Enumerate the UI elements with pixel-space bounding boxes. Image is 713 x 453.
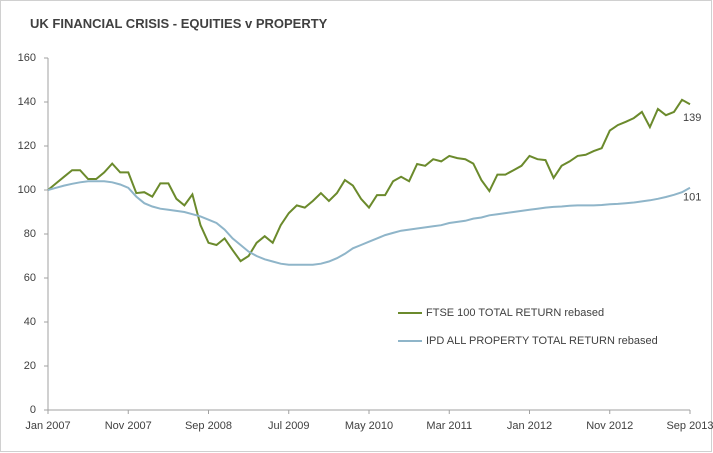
y-tick-label: 140 [18, 96, 36, 108]
x-tick-label: May 2010 [345, 420, 393, 432]
series-line [47, 180, 691, 266]
y-tick-label: 40 [24, 316, 36, 328]
end-label: 101 [683, 192, 701, 204]
x-tick-label: Mar 2011 [426, 420, 472, 432]
y-tick-label: 80 [24, 228, 36, 240]
x-tick-label: Nov 2007 [105, 420, 152, 432]
y-tick-label: 100 [18, 184, 36, 196]
legend-label: IPD ALL PROPERTY TOTAL RETURN rebased [426, 335, 658, 347]
x-tick-label: Sep 2008 [185, 420, 232, 432]
y-tick-label: 0 [30, 404, 36, 416]
legend-label: FTSE 100 TOTAL RETURN rebased [426, 307, 604, 319]
series-line [47, 98, 691, 263]
x-tick-label: Jul 2009 [268, 420, 310, 432]
x-tick-label: Sep 2013 [666, 420, 713, 432]
x-tick-label: Nov 2012 [586, 420, 633, 432]
y-tick-label: 60 [24, 272, 36, 284]
x-tick-label: Jan 2007 [25, 420, 70, 432]
x-tick-label: Jan 2012 [507, 420, 552, 432]
chart-title: UK FINANCIAL CRISIS - EQUITIES v PROPERT… [30, 16, 328, 31]
y-tick-label: 160 [18, 52, 36, 64]
end-label: 139 [683, 112, 701, 124]
y-tick-label: 120 [18, 140, 36, 152]
y-tick-label: 20 [24, 360, 36, 372]
